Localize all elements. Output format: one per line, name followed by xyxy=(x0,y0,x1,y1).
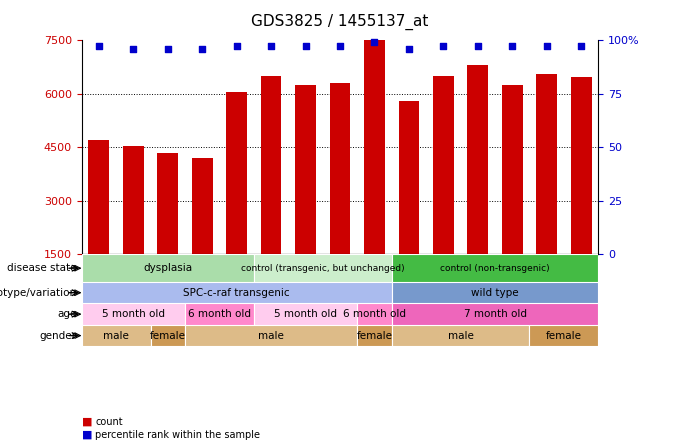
Bar xyxy=(157,153,178,254)
Bar xyxy=(260,75,282,254)
Point xyxy=(128,45,139,52)
Point xyxy=(231,43,242,50)
Point xyxy=(473,43,483,50)
Bar xyxy=(571,78,592,254)
Point xyxy=(93,43,104,50)
Text: ■: ■ xyxy=(82,417,92,427)
Text: SPC-c-raf transgenic: SPC-c-raf transgenic xyxy=(184,288,290,298)
Text: female: female xyxy=(546,331,582,341)
Point xyxy=(163,45,173,52)
Bar xyxy=(364,0,385,254)
Text: 6 month old: 6 month old xyxy=(343,309,406,319)
Text: age: age xyxy=(57,309,76,319)
FancyBboxPatch shape xyxy=(254,254,392,282)
Text: male: male xyxy=(447,331,473,341)
Text: control (transgenic, but unchanged): control (transgenic, but unchanged) xyxy=(241,264,405,273)
Point xyxy=(507,43,517,50)
Text: wild type: wild type xyxy=(471,288,519,298)
FancyBboxPatch shape xyxy=(82,254,254,282)
FancyBboxPatch shape xyxy=(150,325,185,346)
FancyBboxPatch shape xyxy=(357,303,392,325)
Text: disease state: disease state xyxy=(7,263,76,273)
Bar xyxy=(467,65,488,254)
Point xyxy=(300,43,311,50)
Bar xyxy=(502,85,523,254)
Text: dysplasia: dysplasia xyxy=(143,263,192,273)
FancyBboxPatch shape xyxy=(357,325,392,346)
FancyBboxPatch shape xyxy=(392,282,598,303)
Point xyxy=(541,43,552,50)
FancyBboxPatch shape xyxy=(82,282,392,303)
FancyBboxPatch shape xyxy=(82,303,185,325)
Point xyxy=(576,43,587,50)
Text: 5 month old: 5 month old xyxy=(274,309,337,319)
Bar xyxy=(330,83,350,254)
Point xyxy=(403,45,414,52)
Text: 7 month old: 7 month old xyxy=(464,309,526,319)
Text: ■: ■ xyxy=(82,430,92,440)
Point xyxy=(438,43,449,50)
Point xyxy=(335,43,345,50)
Text: control (non-transgenic): control (non-transgenic) xyxy=(440,264,550,273)
Bar xyxy=(537,74,557,254)
FancyBboxPatch shape xyxy=(530,325,598,346)
Text: GDS3825 / 1455137_at: GDS3825 / 1455137_at xyxy=(252,13,428,29)
FancyBboxPatch shape xyxy=(185,325,357,346)
Text: 5 month old: 5 month old xyxy=(102,309,165,319)
Text: count: count xyxy=(95,417,123,427)
Text: 6 month old: 6 month old xyxy=(188,309,251,319)
Text: percentile rank within the sample: percentile rank within the sample xyxy=(95,430,260,440)
Text: male: male xyxy=(103,331,129,341)
Bar xyxy=(226,92,247,254)
FancyBboxPatch shape xyxy=(185,303,254,325)
FancyBboxPatch shape xyxy=(392,325,530,346)
FancyBboxPatch shape xyxy=(82,325,150,346)
FancyBboxPatch shape xyxy=(254,303,357,325)
Point xyxy=(266,43,277,50)
Bar xyxy=(433,75,454,254)
Bar xyxy=(88,140,109,254)
Bar xyxy=(295,85,316,254)
Point xyxy=(197,45,207,52)
Text: female: female xyxy=(150,331,186,341)
FancyBboxPatch shape xyxy=(392,254,598,282)
Bar xyxy=(192,158,213,254)
Text: genotype/variation: genotype/variation xyxy=(0,288,76,298)
FancyBboxPatch shape xyxy=(392,303,598,325)
Bar xyxy=(398,101,420,254)
Text: male: male xyxy=(258,331,284,341)
Text: gender: gender xyxy=(39,331,76,341)
Bar xyxy=(123,147,143,254)
Text: female: female xyxy=(356,331,392,341)
Point xyxy=(369,39,380,46)
